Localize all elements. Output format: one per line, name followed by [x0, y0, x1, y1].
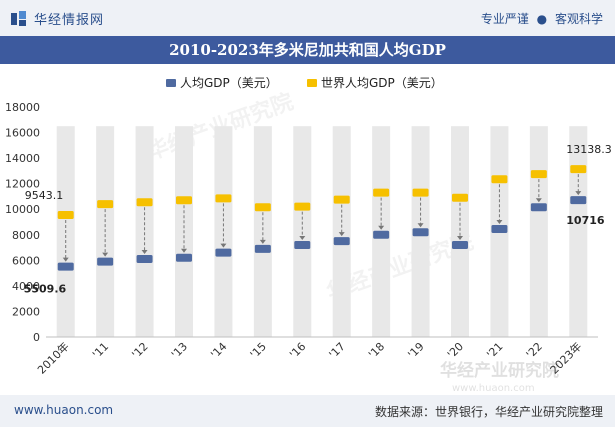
world-gdp-marker — [530, 170, 547, 179]
slogan-left: 专业严谨 — [480, 12, 529, 26]
x-tick-label: '16 — [287, 340, 308, 361]
data-source: 数据来源：世界银行，华经产业研究院整理 — [374, 405, 603, 419]
connector-arrow — [259, 239, 266, 244]
connector-arrow — [338, 232, 345, 237]
connector-arrow — [141, 250, 148, 255]
background-bar — [135, 126, 154, 338]
connector-arrow — [378, 225, 385, 230]
world-gdp-marker — [491, 175, 508, 184]
connector-arrow — [181, 248, 187, 253]
gdp-per-capita-marker — [294, 241, 311, 249]
y-tick-label: 0 — [33, 331, 40, 344]
chart-title: 2010-2023年多米尼加共和国人均GDP — [169, 41, 446, 59]
x-tick-label: '18 — [366, 340, 387, 361]
x-tick-label: '22 — [524, 340, 545, 361]
x-tick-label: '11 — [90, 340, 111, 361]
data-label: 9543.1 — [25, 189, 64, 202]
world-gdp-marker — [176, 196, 192, 205]
gdp-per-capita-marker — [97, 257, 114, 266]
connector-arrow — [575, 191, 582, 196]
x-tick-label: '19 — [405, 340, 426, 361]
y-tick-label: 6000 — [12, 254, 40, 267]
y-tick-label: 2000 — [12, 305, 40, 318]
background-bar — [214, 126, 233, 338]
y-tick-label: 12000 — [5, 178, 40, 191]
data-label: 10716 — [566, 214, 605, 227]
gdp-per-capita-marker — [254, 244, 271, 253]
gdp-per-capita-marker — [412, 228, 429, 237]
x-tick-label: '13 — [169, 340, 190, 361]
world-gdp-marker — [570, 165, 587, 174]
huajing-logo-icon — [11, 10, 26, 26]
gdp-per-capita-marker — [530, 203, 547, 212]
gdp-per-capita-marker — [136, 255, 153, 264]
gdp-per-capita-marker — [452, 241, 468, 249]
x-tick-label: '20 — [445, 340, 466, 361]
y-tick-label: 8000 — [12, 229, 40, 242]
world-gdp-marker — [452, 193, 468, 202]
world-gdp-marker — [373, 188, 390, 197]
world-gdp-marker — [136, 198, 153, 207]
connector-arrow — [417, 223, 424, 228]
world-gdp-marker — [254, 203, 271, 212]
gdp-per-capita-marker — [491, 225, 508, 234]
footer-bar: www.huaon.com 数据来源：世界银行，华经产业研究院整理 — [0, 395, 615, 427]
x-tick-label: '17 — [327, 340, 348, 361]
y-tick-label: 4000 — [12, 280, 40, 293]
x-tick-label: 2010年 — [34, 339, 71, 376]
legend-swatch — [307, 79, 317, 87]
background-bar — [569, 126, 588, 338]
watermark-text: 华经产业研究院 — [440, 360, 559, 381]
brand-name: 华经情报网 — [34, 13, 105, 28]
world-gdp-marker — [294, 202, 311, 211]
legend-label: 人均GDP（美元） — [180, 76, 278, 90]
y-tick-label: 18000 — [5, 101, 40, 114]
background-bar — [293, 126, 312, 338]
connector-arrow — [299, 236, 306, 240]
brand[interactable]: 华经情报网 — [10, 9, 104, 28]
y-tick-label: 10000 — [5, 203, 40, 216]
connector-arrow — [102, 252, 109, 257]
legend-label: 世界人均GDP（美元） — [321, 76, 443, 90]
connector-arrow — [457, 236, 463, 240]
y-tick-label: 16000 — [5, 127, 40, 140]
connector-arrow — [496, 220, 503, 225]
gdp-per-capita-marker — [176, 253, 192, 262]
gdp-per-capita-marker — [373, 230, 390, 239]
website-link[interactable]: www.huaon.com — [14, 403, 114, 417]
x-tick-label: '12 — [129, 340, 150, 361]
connector-arrow — [535, 198, 542, 203]
background-bar — [253, 126, 272, 338]
gdp-per-capita-marker — [570, 196, 587, 205]
title-bar: 2010-2023年多米尼加共和国人均GDP — [0, 36, 615, 64]
chart: 华经产业研究院华经产业研究院华经产业研究院www.huaon.com020004… — [5, 76, 612, 394]
gdp-per-capita-marker — [215, 248, 232, 257]
x-tick-label: '21 — [484, 340, 505, 361]
data-label: 13138.3 — [566, 143, 612, 156]
gdp-per-capita-marker — [57, 262, 74, 271]
connector-arrow — [220, 243, 227, 248]
header-bar: 华经情报网 专业严谨 ● 客观科学 — [0, 0, 615, 36]
slogan-right: 客观科学 — [554, 12, 603, 26]
background-bar — [529, 126, 548, 338]
gdp-per-capita-marker — [333, 237, 350, 246]
world-gdp-marker — [97, 200, 114, 209]
world-gdp-marker — [57, 211, 74, 220]
legend-swatch — [166, 79, 176, 87]
connector-arrow — [62, 257, 69, 262]
x-tick-label: 2023年 — [547, 339, 584, 376]
data-label: 5509.6 — [24, 283, 67, 296]
slogan: 专业严谨 ● 客观科学 — [481, 10, 603, 27]
watermark-url: www.huaon.com — [452, 383, 535, 394]
x-tick-label: '15 — [248, 340, 269, 361]
world-gdp-marker — [412, 188, 429, 197]
world-gdp-marker — [215, 194, 232, 203]
y-tick-label: 14000 — [5, 152, 40, 165]
x-tick-label: '14 — [208, 340, 229, 361]
slogan-separator: ● — [536, 12, 548, 26]
background-bar — [451, 126, 469, 338]
world-gdp-marker — [333, 195, 350, 204]
